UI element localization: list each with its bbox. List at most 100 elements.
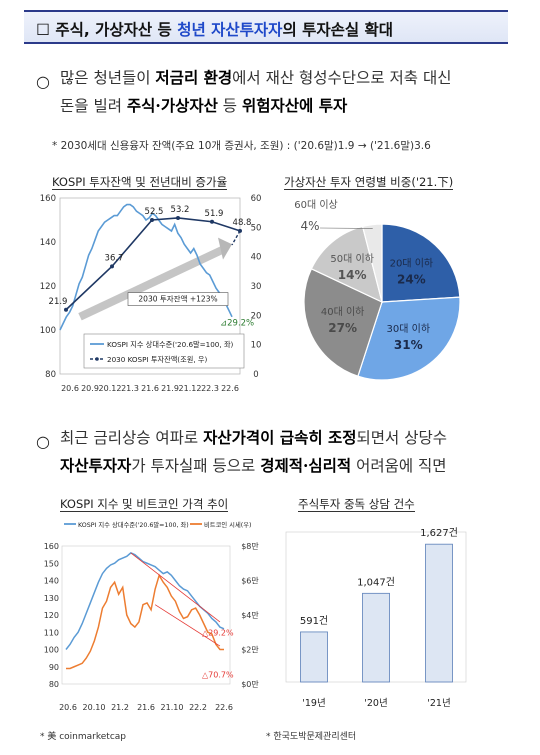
paragraph-2-line2: 자산투자자가 투자실패 등으로 경제적·심리적 어려움에 직면	[60, 456, 447, 475]
chart3-legend: KOSPI 지수 상대수준('20.6말=100, 좌) 비트코인 시세(우)	[64, 520, 251, 529]
chart1-point	[64, 307, 68, 312]
chart1-xtick: 21.3	[121, 384, 139, 393]
chart1-ytick-right: 50	[251, 223, 262, 233]
chart3-ytick-left: 160	[44, 542, 59, 551]
chart3-xtick: 21.6	[137, 703, 155, 712]
chart4-title: 주식투자 중독 상담 건수	[298, 497, 415, 512]
header-part1: 주식, 가상자산 등	[55, 21, 178, 39]
paragraph-1: 많은 청년들이 저금리 환경에서 재산 형성수단으로 저축 대신 돈을 빌려 주…	[60, 64, 451, 120]
paragraph-1-line2: 돈을 빌려 주식·가상자산 등 위험자산에 투자	[60, 96, 348, 115]
chart1-data-label: 53.2	[171, 205, 190, 215]
chart1-series-balance-tail	[231, 230, 241, 246]
chart4-value-label: 1,047건	[357, 576, 395, 588]
chart3-xtick: 21.2	[111, 703, 129, 712]
chart4-value-label: 591건	[300, 615, 328, 627]
chart1-series-balance	[65, 217, 241, 311]
chart1-legend-box	[83, 333, 245, 369]
chart1-data-label: 36.7	[105, 253, 124, 263]
chart3-ytick-left: 110	[44, 628, 59, 637]
chart1-xtick: 21.12	[179, 384, 202, 393]
chart3-ytick-left: 140	[44, 577, 59, 586]
chart3-ytick-left: 130	[44, 594, 59, 603]
chart1-data-label: 21.9	[49, 297, 68, 307]
pie-value-3: 14%	[338, 268, 367, 282]
chart1-title: KOSPI 투자잔액 및 전년대비 증가율	[52, 175, 228, 190]
chart3-xtick: 20.6	[59, 703, 77, 712]
chart3-plot-area	[61, 545, 231, 685]
pie-value-0: 24%	[397, 273, 426, 287]
chart4-category-label: '19년	[302, 698, 325, 709]
chart3-xtick: 20.10	[83, 703, 106, 712]
bullet-icon: ○	[36, 72, 50, 91]
source-right: * 한국도박문제관리센터	[266, 732, 357, 742]
chart3-ytick-left: 120	[44, 611, 59, 620]
chart3-kospi-drop: △29.2%	[202, 629, 234, 638]
chart1-legend: KOSPI 지수 상대수준('20.6말=100, 좌) 2030 KOSPI 투…	[83, 333, 245, 369]
chart3-ytick-right: $2만	[241, 646, 259, 655]
header-highlight: 청년 자산투자자	[177, 21, 283, 39]
chart1-annotation-text: 2030 투자잔액 +123%	[138, 294, 217, 304]
chart3-ytick-right: $8만	[241, 542, 259, 551]
chart1-legend-marker	[95, 357, 99, 361]
chart3-kospi-bitcoin: 160 150 140 130 120 110 100 90 80 $8만 $6만 $4만 $2만 $0만…	[44, 520, 260, 712]
chart1-ytick-right: 40	[251, 253, 262, 263]
chart3-legend-kospi: KOSPI 지수 상대수준('20.6말=100, 좌)	[78, 520, 189, 529]
chart1-annotation-box	[127, 292, 229, 306]
section-header: ☐ 주식, 가상자산 등 청년 자산투자자의 투자손실 확대	[24, 10, 508, 44]
chart1-point	[150, 218, 154, 222]
source-left: * 美 coinmarketcap	[40, 732, 126, 742]
chart1-xtick: 20.6	[61, 384, 79, 393]
chart1-ytick-left: 160	[40, 194, 56, 204]
pie-slice-1	[357, 296, 461, 381]
paragraph-1-line1: 많은 청년들이 저금리 환경에서 재산 형성수단으로 저축 대신	[60, 68, 452, 87]
chart1-xtick: 21.6	[141, 384, 159, 393]
chart1-ytick-left: 100	[40, 326, 56, 336]
chart1-ytick-left: 80	[45, 370, 56, 380]
chart3-xtick: 21.10	[161, 703, 184, 712]
paragraph-2-line1: 최근 금리상승 여파로 자산가격이 급속히 조정되면서 상당수	[60, 428, 448, 447]
pie-slice-0	[381, 223, 461, 303]
chart2-age-pie: 20대 이하 24% 30대 이하 31% 40대 이하 27% 50대 이하 14% 60대 …	[294, 199, 461, 381]
checkbox-icon: ☐	[36, 21, 50, 39]
pie-label-2: 40대 이하	[321, 305, 365, 318]
chart1-data-label: 48.8	[233, 218, 252, 228]
chart4-category-label: '21년	[427, 698, 450, 709]
chart1-xtick: 20.9	[81, 384, 99, 393]
chart1-series-kospi	[59, 203, 233, 331]
chart1-xtick: 21.9	[161, 384, 179, 393]
pie-value-1: 31%	[394, 338, 423, 352]
chart1-trend-arrow	[78, 244, 227, 321]
pie-label-1: 30대 이하	[387, 322, 431, 335]
chart3-ytick-left: 80	[49, 680, 59, 689]
paragraph-2: 최근 금리상승 여파로 자산가격이 급속히 조정되면서 상당수 자산투자자가 투…	[60, 424, 447, 480]
chart1-point	[210, 219, 214, 224]
pie-value-2: 27%	[328, 321, 357, 335]
chart1-xtick: 20.12	[99, 384, 122, 393]
chart3-series-kospi	[65, 552, 225, 650]
chart1-ytick-right: 10	[251, 341, 262, 351]
chart3-ytick-left: 150	[44, 559, 59, 568]
chart1-point	[110, 264, 114, 269]
chart3-ytick-right: $6만	[241, 577, 259, 586]
chart3-series-btc	[66, 573, 224, 670]
chart3-title: KOSPI 지수 및 비트코인 가격 추이	[60, 497, 229, 512]
chart3-xtick: 22.2	[189, 703, 207, 712]
pie-slice-4	[361, 223, 383, 303]
chart2-title: 가상자산 투자 연령별 비중('21.下)	[284, 175, 454, 190]
chart3-btc-arrow	[154, 604, 221, 647]
chart4-bar-2	[425, 543, 453, 683]
chart1-legend-balance: 2030 KOSPI 투자잔액(조원, 우)	[107, 355, 208, 364]
chart1-xtick: 22.3	[201, 384, 219, 393]
chart3-ytick-right: $4만	[241, 611, 259, 620]
chart1-legend-kospi: KOSPI 지수 상대수준('20.6말=100, 좌)	[107, 340, 234, 349]
pie-value-4: 4%	[300, 219, 319, 233]
chart1-ytick-left: 120	[40, 282, 56, 292]
chart1-ytick-right: 0	[253, 370, 258, 380]
header-title: ☐ 주식, 가상자산 등 청년 자산투자자의 투자손실 확대	[36, 18, 393, 40]
chart1-ytick-right: 20	[251, 311, 262, 321]
chart4-bar-0	[300, 631, 328, 683]
chart3-ytick-left: 90	[49, 663, 59, 672]
pie-label-4: 60대 이상	[294, 199, 338, 211]
footnote-credit: * 2030세대 신용융자 잔액(주요 10개 증권사, 조원) : ('20.…	[52, 140, 431, 152]
